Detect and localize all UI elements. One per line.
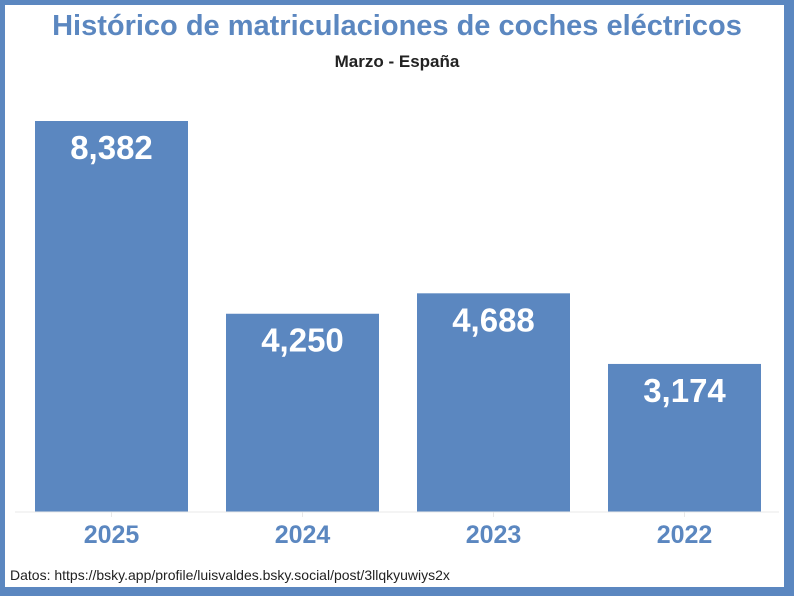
- source-note: Datos: https://bsky.app/profile/luisvald…: [10, 567, 450, 583]
- x-ticks-group: [111, 512, 685, 517]
- value-label-2022: 3,174: [643, 372, 726, 409]
- x-tick-label-2024: 2024: [275, 521, 331, 549]
- x-tick-label-2022: 2022: [657, 521, 713, 549]
- x-tick-label-2023: 2023: [466, 521, 522, 549]
- value-label-2024: 4,250: [261, 322, 344, 359]
- bar-2022: [608, 363, 761, 512]
- chart-subtitle: Marzo - España: [334, 52, 460, 71]
- value-labels-group: 8,382 4,250 4,688 3,174: [70, 129, 726, 409]
- bar-2025: [35, 121, 188, 512]
- x-tick-labels-group: 2025 2024 2023 2022: [84, 521, 713, 549]
- value-label-2025: 8,382: [70, 129, 153, 166]
- bars-group: [35, 121, 761, 512]
- chart-title: Histórico de matriculaciones de coches e…: [52, 10, 742, 42]
- value-label-2023: 4,688: [452, 301, 535, 338]
- x-tick-label-2025: 2025: [84, 521, 140, 549]
- bar-2024: [226, 313, 379, 512]
- bar-2023: [417, 293, 570, 512]
